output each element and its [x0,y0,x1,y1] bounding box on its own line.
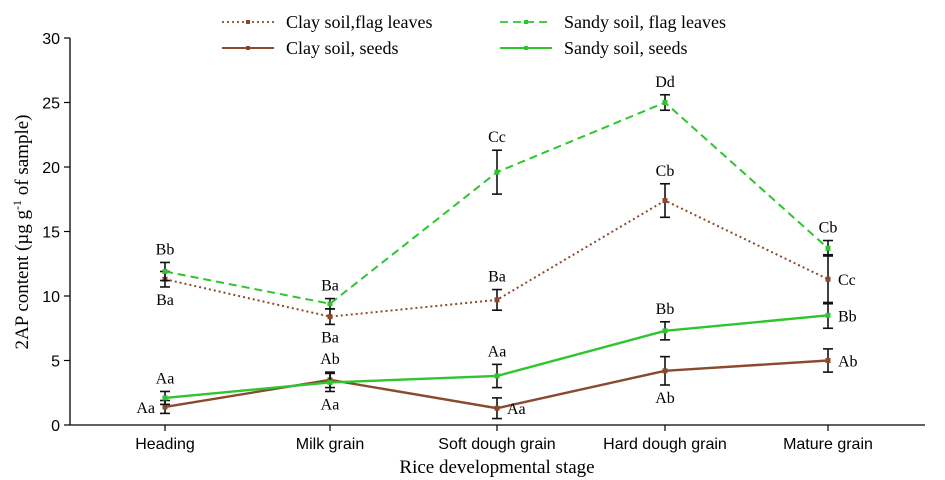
y-tick-label: 25 [42,96,60,113]
data-point [327,379,333,385]
series-group: Ba Ba Ba Cb Cc [156,163,856,347]
significance-label: Ba [156,292,174,309]
significance-label: Ab [655,390,675,407]
y-axis-title-main: 2AP content (µg g [12,209,33,349]
data-point [162,395,168,401]
data-point [825,358,831,363]
legend-marker [246,46,250,50]
legend: Clay soil,flag leaves Sandy soil, flag le… [222,12,726,58]
y-tick-label: 5 [51,354,60,371]
data-point [662,198,668,204]
x-tick-label: Mature grain [783,436,873,453]
significance-label: Aa [156,370,175,387]
x-tick-label: Heading [135,436,195,453]
y-axis-title-sup: -1 [10,200,24,210]
significance-label: Cb [819,220,838,237]
series-group: Bb Ba Cc Dd Cb [156,74,838,310]
significance-label: Aa [488,343,507,360]
significance-label: Bb [656,301,675,318]
data-point [327,314,333,320]
data-point [327,301,333,307]
significance-label: Dd [655,74,675,91]
significance-label: Ba [321,278,339,295]
y-tick-label: 30 [42,31,60,48]
x-axis-title: Rice developmental stage [399,457,594,478]
data-point [662,328,668,334]
legend-marker [246,20,250,24]
data-point [825,312,831,318]
legend-marker [524,20,528,24]
significance-label: Aa [136,400,155,417]
significance-label: Ab [838,354,858,371]
significance-label: Cb [656,163,675,180]
data-point [825,245,831,251]
data-point [494,405,500,411]
data-point [162,268,168,274]
legend-marker [524,46,528,50]
significance-label: Cc [838,272,856,289]
legend-label: Sandy soil, seeds [564,38,688,58]
y-axis-title: 2AP content (µg g-1 of sample) [10,114,33,349]
y-tick-label: 10 [42,289,60,306]
data-point [494,169,500,175]
significance-label: Aa [321,396,340,413]
significance-label: Bb [156,241,175,258]
data-point [494,373,500,379]
x-tick-label: Soft dough grain [438,436,555,453]
series-group: Aa Aa Aa Bb Bb [156,301,857,414]
data-point [662,100,668,105]
significance-label: Ab [320,351,340,368]
legend-label: Sandy soil, flag leaves [564,12,726,32]
significance-label: Cc [488,129,506,146]
data-point [162,404,168,410]
significance-label: Ba [321,329,339,346]
x-tick-label: Milk grain [296,436,364,453]
significance-label: Bb [838,308,857,325]
y-tick-label: 15 [42,225,60,242]
data-point [825,276,831,282]
y-ticks: 0 5 10 15 20 25 30 [42,31,70,435]
x-ticks: Heading Milk grain Soft dough grain Hard do… [135,425,873,453]
y-tick-label: 20 [42,160,60,177]
data-point [494,297,500,303]
x-tick-label: Hard dough grain [603,436,727,453]
legend-label: Clay soil, seeds [286,38,399,58]
y-axis-title-tail: of sample) [12,114,33,199]
data-point [662,368,668,374]
y-tick-label: 0 [51,418,60,435]
legend-label: Clay soil,flag leaves [286,12,432,32]
significance-label: Aa [507,401,526,418]
significance-label: Ba [488,269,506,286]
